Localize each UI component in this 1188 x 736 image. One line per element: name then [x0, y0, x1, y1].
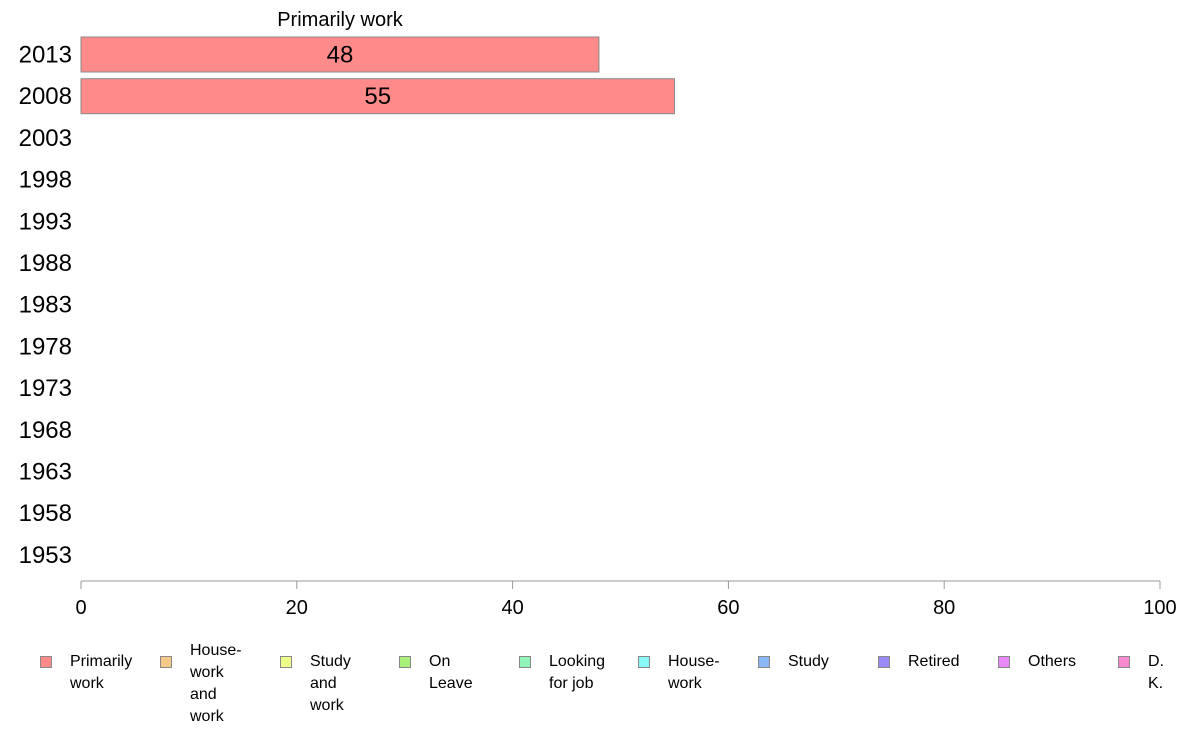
y-tick-label: 1963 — [19, 459, 72, 486]
y-tick-label: 1993 — [19, 208, 72, 235]
x-tick-label: 0 — [75, 597, 86, 619]
chart-legend: Primarily work House- work and work Study … — [40, 640, 1188, 725]
y-tick-label: 2008 — [19, 83, 72, 110]
x-tick-label: 20 — [286, 597, 308, 619]
legend-label: Others — [1028, 653, 1077, 670]
legend-swatch — [399, 656, 411, 668]
bar-2008 — [80, 78, 675, 115]
y-tick-label: 1978 — [19, 333, 72, 360]
legend-label: Looking for job — [549, 653, 606, 692]
y-tick-label: 1973 — [19, 375, 72, 402]
legend-label: On Leave — [429, 653, 473, 692]
y-tick-label: 1968 — [19, 417, 72, 444]
legend-swatch — [758, 656, 770, 668]
legend-swatch — [1118, 656, 1130, 668]
data-label-2008: 55 — [364, 83, 391, 110]
legend-swatch — [998, 656, 1010, 668]
legend-swatch — [280, 656, 292, 668]
legend-label: Study — [788, 653, 829, 670]
legend-label: Retired — [908, 653, 960, 670]
legend-swatch — [878, 656, 890, 668]
legend-swatch — [519, 656, 531, 668]
bar-2013 — [80, 36, 600, 73]
y-tick-label: 2013 — [19, 42, 72, 69]
x-tick-label: 60 — [717, 597, 739, 619]
legend-label: House- work and work — [190, 642, 242, 725]
y-tick-label: 2003 — [19, 125, 72, 152]
x-tick-label: 40 — [501, 597, 523, 619]
legend-label: Study and work — [310, 653, 351, 714]
legend-label: D. K. — [1148, 653, 1164, 692]
legend-label: House- work — [668, 653, 720, 692]
legend-swatch — [40, 656, 52, 668]
y-tick-label: 1998 — [19, 167, 72, 194]
legend-label: Primarily work — [70, 653, 133, 692]
y-tick-label: 1983 — [19, 292, 72, 319]
chart-title: Primarily work — [277, 9, 404, 31]
y-tick-label: 1958 — [19, 500, 72, 527]
bar-chart: Primarily work 48 55 2013 2008 2003 1998 1993… — [19, 9, 1177, 619]
y-tick-label: 1953 — [19, 542, 72, 569]
y-tick-label: 1988 — [19, 250, 72, 277]
legend-swatch — [638, 656, 650, 668]
x-tick-label: 100 — [1143, 597, 1176, 619]
x-tick-label: 80 — [933, 597, 955, 619]
legend-swatch — [160, 656, 172, 668]
data-label-2013: 48 — [327, 42, 354, 69]
